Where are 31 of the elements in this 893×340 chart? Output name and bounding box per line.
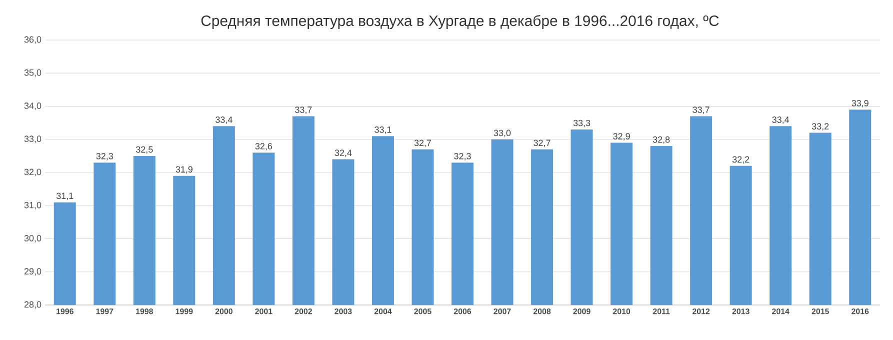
data-label: 33,4 xyxy=(772,116,790,124)
data-label: 32,6 xyxy=(255,143,272,150)
data-label: 33,7 xyxy=(692,106,710,114)
data-label: 32,9 xyxy=(613,133,630,140)
data-label: 33,0 xyxy=(494,130,511,138)
data-label: 31,9 xyxy=(176,166,192,174)
y-tick-label: 32,0 xyxy=(24,168,42,176)
y-tick-label: 30,0 xyxy=(24,235,42,242)
y-tick-label: 35,0 xyxy=(24,69,42,77)
data-label: 32,3 xyxy=(454,152,471,160)
y-tick-label: 36,0 xyxy=(24,36,42,44)
data-label: 32,7 xyxy=(414,140,432,148)
data-label: 33,3 xyxy=(573,120,590,128)
data-label: 32,3 xyxy=(96,152,113,160)
y-tick-label: 31,0 xyxy=(24,202,42,210)
data-label: 32,2 xyxy=(732,156,750,164)
y-tick-label: 33,0 xyxy=(24,136,42,144)
data-label: 33,4 xyxy=(216,116,232,124)
data-label: 33,2 xyxy=(812,123,829,131)
y-tick-label: 34,0 xyxy=(24,102,42,110)
y-tick-label: 28,0 xyxy=(24,301,42,309)
data-label: 32,8 xyxy=(652,136,670,144)
y-tick-label: 29,0 xyxy=(24,268,42,276)
data-label: 33,9 xyxy=(852,100,868,108)
data-label: 33,1 xyxy=(374,126,392,134)
data-label: 32,7 xyxy=(534,140,550,148)
data-label: 32,4 xyxy=(334,150,352,158)
data-label: 33,7 xyxy=(295,106,312,114)
data-label: 32,5 xyxy=(136,146,153,154)
data-label: 31,1 xyxy=(56,192,74,200)
chart-title: Средняя температура воздуха в Хургаде в декабре в 1996...2016 годах, ºC xyxy=(201,14,719,30)
